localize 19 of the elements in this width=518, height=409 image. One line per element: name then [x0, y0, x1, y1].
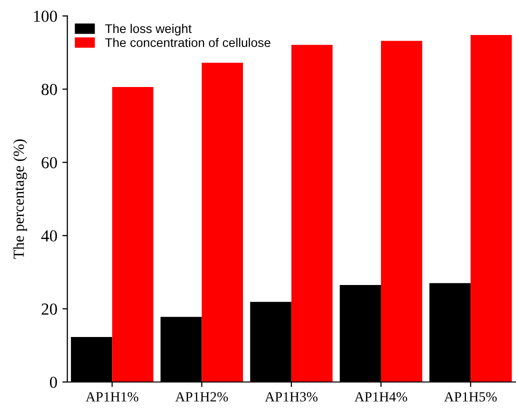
legend-label: The loss weight: [105, 24, 192, 36]
y-tick-label: 60: [42, 157, 57, 168]
y-tick-label: 0: [50, 376, 57, 388]
bar: [380, 40, 422, 382]
y-tick-label: 40: [41, 230, 57, 242]
x-tick-label: AP1H3%: [264, 392, 318, 402]
y-tick-label: 20: [42, 303, 57, 315]
bar: [291, 44, 333, 382]
bar: [112, 86, 154, 382]
bar: [470, 34, 512, 382]
legend-label: The concentration of cellulose: [105, 38, 270, 48]
x-tick-label: AP1H5%: [444, 392, 497, 402]
bar: [202, 62, 243, 382]
y-tick-label: 80: [42, 84, 57, 96]
y-tick-label: 100: [34, 10, 57, 22]
x-tick-label: AP1H2%: [175, 392, 228, 402]
x-tick-label: AP1H4%: [354, 392, 408, 402]
y-axis-title: The percentage (%): [13, 139, 28, 259]
x-tick-label: AP1H1%: [86, 392, 138, 402]
